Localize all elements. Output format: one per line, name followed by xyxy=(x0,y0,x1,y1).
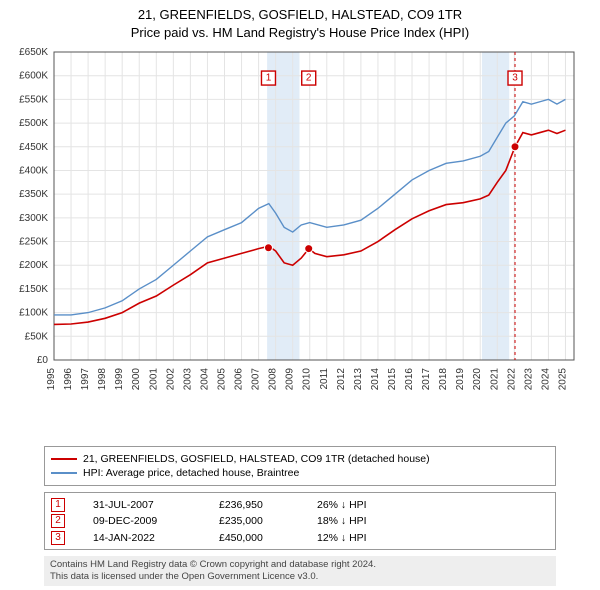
svg-text:1999: 1999 xyxy=(114,368,125,391)
svg-text:£0: £0 xyxy=(37,355,49,366)
svg-text:2018: 2018 xyxy=(438,368,449,391)
event-price: £235,000 xyxy=(219,515,289,527)
events-table: 1 31-JUL-2007 £236,950 26% ↓ HPI 2 09-DEC-200… xyxy=(44,492,556,550)
svg-text:£100K: £100K xyxy=(19,308,48,319)
svg-text:2013: 2013 xyxy=(353,368,364,391)
svg-text:2014: 2014 xyxy=(370,368,381,391)
svg-text:2020: 2020 xyxy=(472,368,483,391)
event-date: 14-JAN-2022 xyxy=(93,532,191,544)
event-date: 31-JUL-2007 xyxy=(93,499,191,511)
svg-text:1996: 1996 xyxy=(63,368,74,391)
svg-text:2019: 2019 xyxy=(455,368,466,391)
svg-text:£600K: £600K xyxy=(19,71,48,82)
svg-text:1997: 1997 xyxy=(80,368,91,391)
line-chart-svg: £0 £50K £100K £150K £200K £250K £300K £350K £400… xyxy=(0,44,600,414)
event-diff: 26% ↓ HPI xyxy=(317,499,367,511)
legend-label-hpi: HPI: Average price, detached house, Brai… xyxy=(83,466,299,480)
event-date: 09-DEC-2009 xyxy=(93,515,191,527)
event-marker: 1 xyxy=(51,498,65,512)
svg-text:£250K: £250K xyxy=(19,237,48,248)
legend-swatch-property xyxy=(51,458,77,460)
event-marker: 3 xyxy=(51,531,65,545)
svg-text:2: 2 xyxy=(306,73,312,84)
event-row: 3 14-JAN-2022 £450,000 12% ↓ HPI xyxy=(51,531,549,545)
svg-text:2024: 2024 xyxy=(540,368,551,391)
svg-text:£50K: £50K xyxy=(25,331,49,342)
svg-text:2015: 2015 xyxy=(387,368,398,391)
legend-box: 21, GREENFIELDS, GOSFIELD, HALSTEAD, CO9… xyxy=(44,446,556,486)
svg-text:£650K: £650K xyxy=(19,47,48,58)
svg-text:2010: 2010 xyxy=(302,368,313,391)
svg-text:1998: 1998 xyxy=(97,368,108,391)
svg-text:£550K: £550K xyxy=(19,94,48,105)
svg-text:2009: 2009 xyxy=(285,368,296,391)
event-price: £236,950 xyxy=(219,499,289,511)
svg-text:£350K: £350K xyxy=(19,189,48,200)
svg-text:2005: 2005 xyxy=(216,368,227,391)
svg-text:2017: 2017 xyxy=(421,368,432,391)
svg-text:£150K: £150K xyxy=(19,284,48,295)
svg-text:2011: 2011 xyxy=(319,368,330,390)
title-line-2: Price paid vs. HM Land Registry's House … xyxy=(0,24,600,42)
legend-swatch-hpi xyxy=(51,472,77,474)
event-marker: 2 xyxy=(51,514,65,528)
svg-text:2016: 2016 xyxy=(404,368,415,391)
legend-row-hpi: HPI: Average price, detached house, Brai… xyxy=(51,466,549,480)
svg-text:2008: 2008 xyxy=(268,368,279,391)
svg-text:£450K: £450K xyxy=(19,142,48,153)
svg-text:2025: 2025 xyxy=(557,368,568,391)
svg-text:3: 3 xyxy=(512,73,518,84)
attribution-footer: Contains HM Land Registry data © Crown c… xyxy=(44,556,556,586)
svg-text:2003: 2003 xyxy=(182,368,193,391)
svg-text:2007: 2007 xyxy=(251,368,262,391)
legend-label-property: 21, GREENFIELDS, GOSFIELD, HALSTEAD, CO9… xyxy=(83,452,430,466)
svg-text:1: 1 xyxy=(266,73,272,84)
svg-text:2012: 2012 xyxy=(336,368,347,391)
title-line-1: 21, GREENFIELDS, GOSFIELD, HALSTEAD, CO9… xyxy=(0,6,600,24)
svg-text:£300K: £300K xyxy=(19,213,48,224)
svg-text:2004: 2004 xyxy=(199,368,210,391)
svg-text:£500K: £500K xyxy=(19,118,48,129)
svg-text:2022: 2022 xyxy=(506,368,517,391)
svg-text:2021: 2021 xyxy=(489,368,500,391)
footer-line-2: This data is licensed under the Open Gov… xyxy=(50,571,550,583)
svg-text:2023: 2023 xyxy=(523,368,534,391)
svg-text:£200K: £200K xyxy=(19,260,48,271)
svg-text:2000: 2000 xyxy=(131,368,142,391)
event-diff: 12% ↓ HPI xyxy=(317,532,367,544)
event-row: 2 09-DEC-2009 £235,000 18% ↓ HPI xyxy=(51,514,549,528)
event-diff: 18% ↓ HPI xyxy=(317,515,367,527)
chart-title-block: 21, GREENFIELDS, GOSFIELD, HALSTEAD, CO9… xyxy=(0,0,600,41)
footer-line-1: Contains HM Land Registry data © Crown c… xyxy=(50,559,550,571)
event-row: 1 31-JUL-2007 £236,950 26% ↓ HPI xyxy=(51,498,549,512)
svg-text:£400K: £400K xyxy=(19,165,48,176)
svg-text:2006: 2006 xyxy=(234,368,245,391)
chart-area: £0 £50K £100K £150K £200K £250K £300K £350K £400… xyxy=(0,44,600,414)
event-price: £450,000 xyxy=(219,532,289,544)
svg-text:2002: 2002 xyxy=(165,368,176,391)
legend-row-property: 21, GREENFIELDS, GOSFIELD, HALSTEAD, CO9… xyxy=(51,452,549,466)
svg-text:2001: 2001 xyxy=(148,368,159,391)
svg-text:1995: 1995 xyxy=(46,368,57,391)
